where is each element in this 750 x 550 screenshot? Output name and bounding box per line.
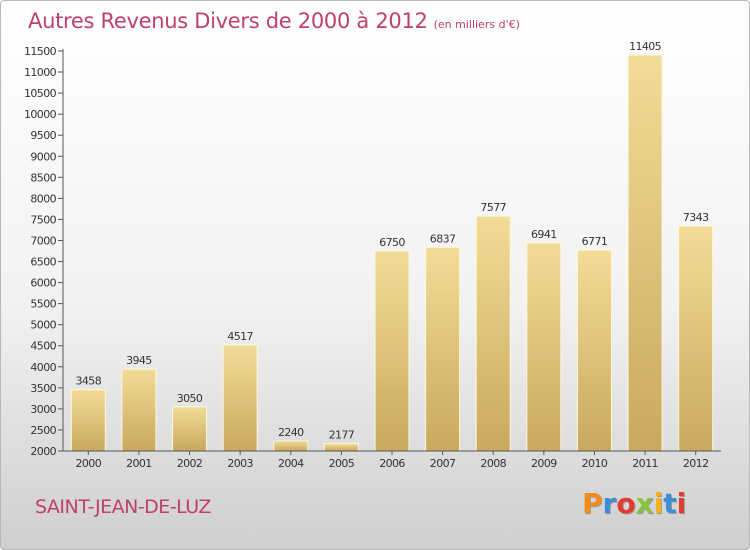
y-tick-label: 9000 — [30, 150, 56, 163]
logo-letter: o — [616, 487, 636, 520]
bars: 3458 3945 3050 4517 2240 2177 6750 6837 7577 6941… — [70, 40, 714, 452]
logo-letter: P — [582, 487, 603, 520]
bar-2000 — [70, 389, 106, 452]
bar-2001 — [121, 368, 157, 452]
y-tick-label: 10500 — [24, 87, 57, 100]
x-tick-label: 2006 — [379, 457, 405, 470]
y-tick-label: 4500 — [30, 340, 56, 353]
x-axis: 2000 2001 2002 2003 2004 2005 2006 2007 2008 2009… — [63, 450, 721, 470]
bar-2004 — [273, 440, 309, 452]
logo-letter: i — [653, 487, 664, 520]
x-tick-label: 2001 — [126, 457, 152, 470]
chart-title: Autres Revenus Divers de 2000 à 2012 (en … — [28, 9, 520, 33]
y-tick-label: 2500 — [30, 424, 56, 437]
y-tick-label: 9500 — [30, 129, 56, 142]
y-axis: 2000 2500 3000 3500 4000 4500 5000 5500 6000 6500… — [24, 45, 64, 458]
proxiti-logo: Proxiti — [582, 487, 686, 520]
y-tick-label: 2000 — [30, 445, 56, 458]
x-tick-label: 2012 — [683, 457, 709, 470]
x-tick-label: 2008 — [480, 457, 506, 470]
y-tick-label: 5000 — [30, 319, 56, 332]
y-tick-label: 7500 — [30, 213, 56, 226]
bar-value-label: 3050 — [177, 392, 203, 405]
bar-value-label: 11405 — [629, 40, 662, 53]
bar-value-label: 6771 — [582, 235, 608, 248]
logo-letter: t — [663, 487, 677, 520]
x-tick-label: 2003 — [227, 457, 253, 470]
x-tick-label: 2004 — [278, 457, 304, 470]
bar-value-label: 2177 — [329, 429, 355, 442]
bar-2002 — [172, 406, 208, 452]
x-tick-label: 2000 — [76, 457, 102, 470]
bar-2011 — [627, 54, 663, 452]
city-label: SAINT-JEAN-DE-LUZ — [35, 496, 211, 518]
bar-value-label: 7343 — [683, 211, 709, 224]
bar-value-label: 6837 — [430, 232, 456, 245]
bar-value-label: 2240 — [278, 426, 304, 439]
bar-2007 — [425, 246, 461, 452]
bar-2003 — [222, 344, 258, 452]
logo-letter: i — [676, 487, 687, 520]
x-tick-label: 2002 — [177, 457, 203, 470]
y-tick-label: 4000 — [30, 361, 56, 374]
bar-value-label: 3945 — [126, 354, 152, 367]
bar-value-label: 6941 — [531, 228, 557, 241]
logo-letter: x — [635, 487, 654, 520]
bar-2009 — [526, 242, 562, 452]
y-tick-label: 5500 — [30, 298, 56, 311]
y-tick-label: 6500 — [30, 256, 56, 269]
y-tick-label: 8000 — [30, 192, 56, 205]
bar-value-label: 3458 — [76, 375, 102, 388]
chart-subtitle: (en milliers d'€) — [433, 18, 520, 31]
y-tick-label: 3500 — [30, 382, 56, 395]
x-tick-label: 2011 — [632, 457, 658, 470]
y-tick-label: 3000 — [30, 403, 56, 416]
bar-value-label: 6750 — [379, 236, 405, 249]
bar-2006 — [374, 250, 410, 452]
y-tick-label: 6000 — [30, 277, 56, 290]
bar-value-label: 4517 — [227, 330, 253, 343]
bar-2012 — [678, 225, 714, 452]
bar-value-label: 7577 — [480, 201, 506, 214]
y-tick-label: 11000 — [24, 66, 57, 79]
y-tick-label: 11500 — [24, 45, 57, 58]
y-tick-label: 8500 — [30, 171, 56, 184]
y-tick-label: 10000 — [24, 108, 57, 121]
x-tick-label: 2009 — [531, 457, 557, 470]
bar-2005 — [323, 443, 359, 452]
logo-letter: r — [602, 487, 617, 520]
y-tick-label: 7000 — [30, 234, 56, 247]
x-tick-label: 2007 — [430, 457, 456, 470]
chart-title-text: Autres Revenus Divers de 2000 à 2012 — [28, 9, 428, 33]
x-tick-label: 2010 — [582, 457, 608, 470]
x-tick-label: 2005 — [329, 457, 355, 470]
bar-2008 — [475, 215, 511, 452]
bar-2010 — [576, 249, 612, 452]
